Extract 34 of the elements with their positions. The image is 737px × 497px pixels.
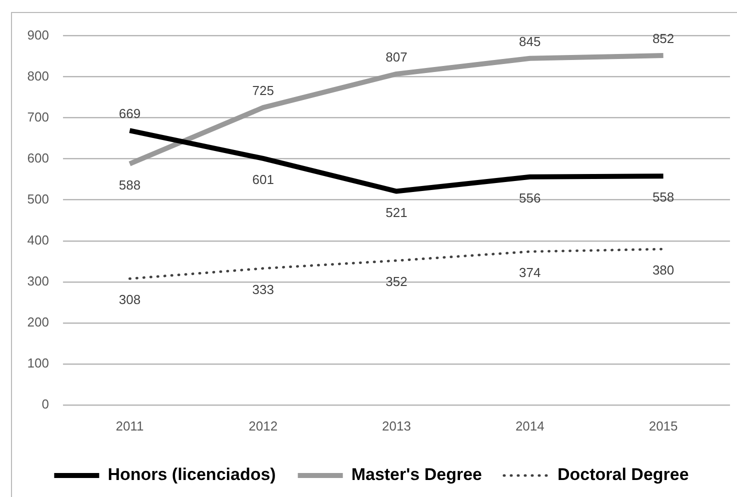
legend-label: Master's Degree: [351, 465, 482, 484]
legend-label: Honors (licenciados): [108, 465, 276, 484]
data-label: 588: [118, 177, 141, 192]
x-tick-label: 2014: [515, 418, 544, 434]
data-label: 845: [519, 34, 541, 49]
y-tick-label: 700: [27, 109, 49, 124]
data-label: 374: [519, 265, 541, 280]
x-tick-label: 2011: [116, 418, 144, 434]
y-tick-label: 800: [27, 68, 49, 84]
data-label: 725: [252, 83, 274, 98]
x-tick-label: 2015: [648, 418, 678, 434]
x-tick-label: 2013: [382, 418, 411, 434]
y-tick-label: 100: [27, 356, 49, 371]
y-tick-label: 300: [27, 274, 49, 289]
data-label: 601: [252, 172, 274, 188]
data-label: 852: [652, 31, 674, 46]
chart-frame: Honors (licenciados) Master's Degree Doctoral Degree 2011 2012 2013 2014 2015 0 100 200 300 400 500 600 700 800 900 669 601 521 556 558 588 725 807 845 852 308 333 352 374 380: [11, 12, 737, 497]
data-label: 669: [118, 106, 141, 122]
y-tick-label: 200: [27, 314, 49, 330]
data-label: 556: [519, 190, 541, 206]
data-label: 352: [386, 274, 408, 290]
data-label: 558: [652, 190, 674, 205]
data-label: 807: [386, 50, 408, 65]
y-tick-label: 600: [27, 150, 49, 166]
data-label: 380: [652, 262, 674, 278]
y-tick-label: 900: [27, 27, 49, 42]
y-tick-label: 500: [27, 191, 49, 206]
data-label: 521: [386, 204, 408, 220]
x-tick-label: 2012: [248, 418, 278, 434]
data-label: 308: [118, 292, 141, 308]
y-tick-label: 0: [42, 396, 49, 412]
data-label: 333: [252, 282, 274, 297]
y-tick-label: 400: [27, 232, 49, 248]
legend-label: Doctoral Degree: [557, 465, 689, 484]
